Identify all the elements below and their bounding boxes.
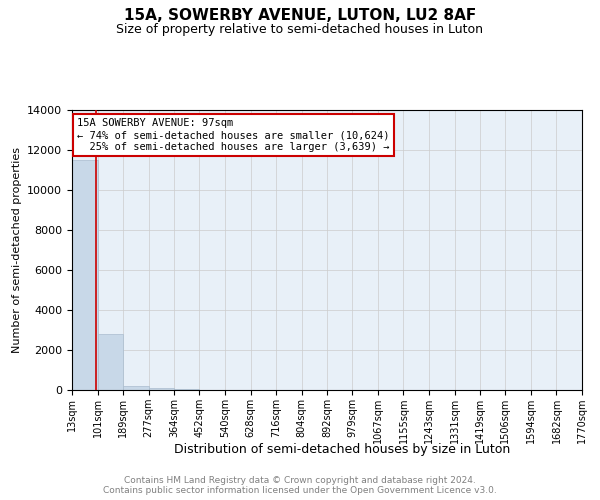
Bar <box>72 160 98 390</box>
Text: Size of property relative to semi-detached houses in Luton: Size of property relative to semi-detach… <box>116 22 484 36</box>
Bar <box>98 334 123 390</box>
Text: 15A, SOWERBY AVENUE, LUTON, LU2 8AF: 15A, SOWERBY AVENUE, LUTON, LU2 8AF <box>124 8 476 22</box>
Text: 15A SOWERBY AVENUE: 97sqm
← 74% of semi-detached houses are smaller (10,624)
  2: 15A SOWERBY AVENUE: 97sqm ← 74% of semi-… <box>77 118 389 152</box>
Y-axis label: Number of semi-detached properties: Number of semi-detached properties <box>11 147 22 353</box>
Text: Contains HM Land Registry data © Crown copyright and database right 2024.
Contai: Contains HM Land Registry data © Crown c… <box>103 476 497 495</box>
Text: Distribution of semi-detached houses by size in Luton: Distribution of semi-detached houses by … <box>174 442 510 456</box>
Bar <box>123 386 149 390</box>
Bar <box>149 388 174 390</box>
